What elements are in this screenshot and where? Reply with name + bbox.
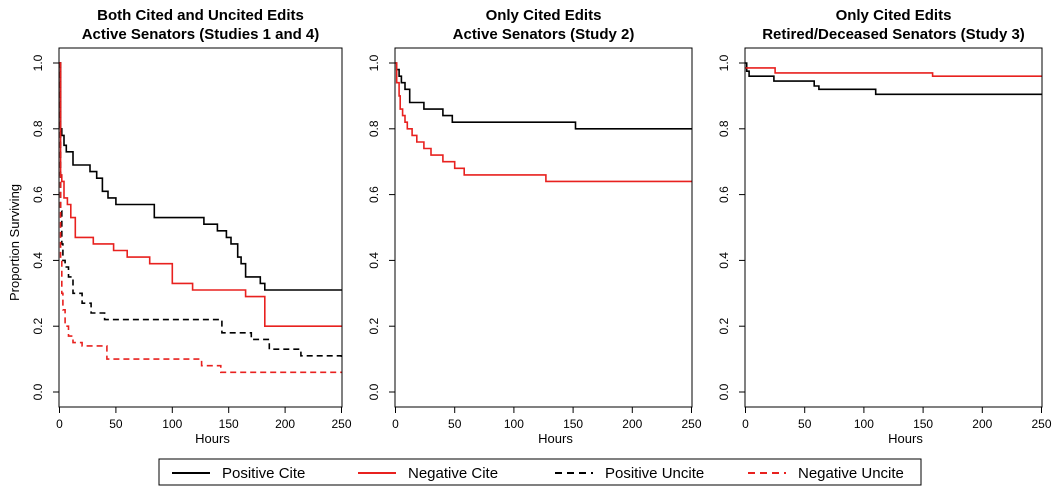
chart-title-line-1: Both Cited and Uncited Edits — [97, 7, 304, 24]
y-tick-label: 0.4 — [31, 252, 45, 269]
x-axis-label: Hours — [195, 431, 230, 446]
legend: Positive Cite Negative Cite Positive Uncit… — [158, 458, 922, 486]
chart-panel-3: Only Cited Edits Retired/Deceased Senator… — [717, 7, 1052, 446]
x-tick-label: 100 — [854, 417, 874, 431]
chart-title-line-2: Active Senators (Study 2) — [453, 26, 635, 43]
legend-label: Negative Uncite — [798, 465, 904, 482]
x-tick-label: 50 — [109, 417, 123, 431]
y-tick-label: 0.8 — [717, 120, 731, 137]
y-axis-label: Proportion Surviving — [7, 184, 22, 301]
y-tick-label: 0.8 — [31, 120, 45, 137]
legend-box — [158, 458, 922, 486]
chart-title-line-1: Only Cited Edits — [486, 7, 602, 24]
x-axis-label: Hours — [538, 431, 573, 446]
series-line-negative-cite — [745, 67, 1042, 77]
x-tick-label: 150 — [219, 417, 239, 431]
y-tick-label: 1.0 — [717, 54, 731, 71]
series-line-negative-cite — [59, 62, 342, 327]
x-tick-label: 200 — [622, 417, 642, 431]
x-tick-label: 150 — [563, 417, 583, 431]
series-line-positive-cite — [59, 62, 342, 291]
chart-title-line-2: Retired/Deceased Senators (Study 3) — [762, 26, 1025, 43]
y-tick-label: 0.0 — [367, 383, 381, 400]
x-tick-label: 100 — [162, 417, 182, 431]
series-line-positive-uncite — [59, 62, 343, 360]
y-tick-label: 0.0 — [31, 383, 45, 400]
chart-title-line-2: Active Senators (Studies 1 and 4) — [82, 26, 320, 43]
x-axis-label: Hours — [888, 431, 923, 446]
y-tick-label: 0.6 — [31, 186, 45, 203]
x-tick-label: 200 — [275, 417, 295, 431]
y-tick-label: 1.0 — [31, 54, 45, 71]
x-tick-label: 200 — [972, 417, 992, 431]
y-tick-label: 0.8 — [367, 120, 381, 137]
x-tick-label: 50 — [448, 417, 462, 431]
series-line-positive-cite — [395, 62, 692, 130]
plot-frame — [58, 47, 343, 408]
y-tick-label: 1.0 — [367, 54, 381, 71]
chart-panel-1: Both Cited and Uncited Edits Active Senat… — [7, 7, 352, 446]
chart-title-line-1: Only Cited Edits — [836, 7, 952, 24]
y-tick-label: 0.2 — [717, 318, 731, 335]
x-tick-label: 250 — [1031, 417, 1051, 431]
y-tick-label: 0.2 — [31, 318, 45, 335]
legend-label: Negative Cite — [408, 465, 498, 482]
x-tick-label: 100 — [504, 417, 524, 431]
x-tick-label: 250 — [331, 417, 351, 431]
legend-label: Positive Uncite — [605, 465, 704, 482]
x-tick-label: 0 — [742, 417, 749, 431]
plot-frame — [394, 47, 693, 408]
series-line-negative-cite — [395, 62, 692, 183]
y-tick-label: 0.6 — [367, 186, 381, 203]
y-tick-label: 0.4 — [367, 252, 381, 269]
y-tick-label: 0.2 — [367, 318, 381, 335]
series-line-positive-cite — [745, 62, 1042, 96]
y-tick-label: 0.4 — [717, 252, 731, 269]
y-tick-label: 0.0 — [717, 383, 731, 400]
y-tick-label: 0.6 — [717, 186, 731, 203]
legend-label: Positive Cite — [222, 465, 305, 482]
chart-panel-2: Only Cited Edits Active Senators (Study 2… — [367, 7, 702, 446]
x-tick-label: 0 — [56, 417, 63, 431]
x-tick-label: 50 — [798, 417, 812, 431]
plot-frame — [744, 47, 1043, 408]
series-line-negative-uncite — [59, 62, 342, 374]
x-tick-label: 0 — [392, 417, 399, 431]
x-tick-label: 150 — [913, 417, 933, 431]
x-tick-label: 250 — [681, 417, 701, 431]
